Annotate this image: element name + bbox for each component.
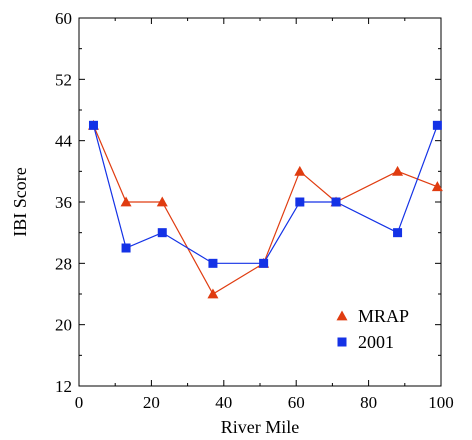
data-point-2001	[157, 228, 167, 238]
legend-marker-2001	[337, 337, 347, 347]
data-point-2001	[259, 258, 269, 268]
y-axis-title: IBI Score	[10, 167, 30, 236]
x-tick-label: 40	[215, 393, 232, 412]
y-tick-label: 52	[55, 70, 72, 89]
data-point-mrap	[120, 196, 132, 207]
axes: 0 20 40 60 80 100 12 20 28 36 44 52 60	[55, 9, 454, 412]
x-tick-label: 20	[143, 393, 160, 412]
legend-label-2001: 2001	[358, 332, 394, 352]
data-point-2001	[295, 197, 305, 207]
data-point-2001	[331, 197, 341, 207]
y-tick-label: 28	[55, 254, 72, 273]
data-point-mrap	[156, 196, 168, 207]
data-point-2001	[121, 243, 131, 253]
data-point-2001	[393, 228, 403, 238]
x-axis-title: River Mile	[221, 417, 300, 437]
y-tick-label: 36	[55, 193, 72, 212]
y-tick-label: 12	[55, 377, 72, 396]
y-tick-label: 60	[55, 9, 72, 28]
series-2001	[88, 120, 442, 268]
x-tick-label: 0	[75, 393, 84, 412]
series-line-mrap	[92, 125, 438, 295]
data-point-2001	[208, 258, 218, 268]
x-tick-label: 60	[288, 393, 305, 412]
legend: MRAP 2001	[336, 306, 409, 352]
legend-label-mrap: MRAP	[358, 306, 409, 326]
series-mrap	[87, 119, 443, 299]
x-tick-label: 100	[428, 393, 454, 412]
series-layer	[87, 119, 443, 299]
data-point-mrap	[294, 165, 306, 176]
data-point-2001	[432, 120, 442, 130]
data-point-mrap	[431, 181, 443, 192]
y-tick-label: 20	[55, 316, 72, 335]
y-tick-label: 44	[55, 132, 73, 151]
series-line-2001	[92, 125, 438, 264]
x-tick-label: 80	[360, 393, 377, 412]
data-point-mrap	[207, 288, 219, 299]
data-point-2001	[88, 120, 98, 130]
legend-marker-mrap	[336, 310, 348, 321]
data-point-mrap	[392, 165, 404, 176]
